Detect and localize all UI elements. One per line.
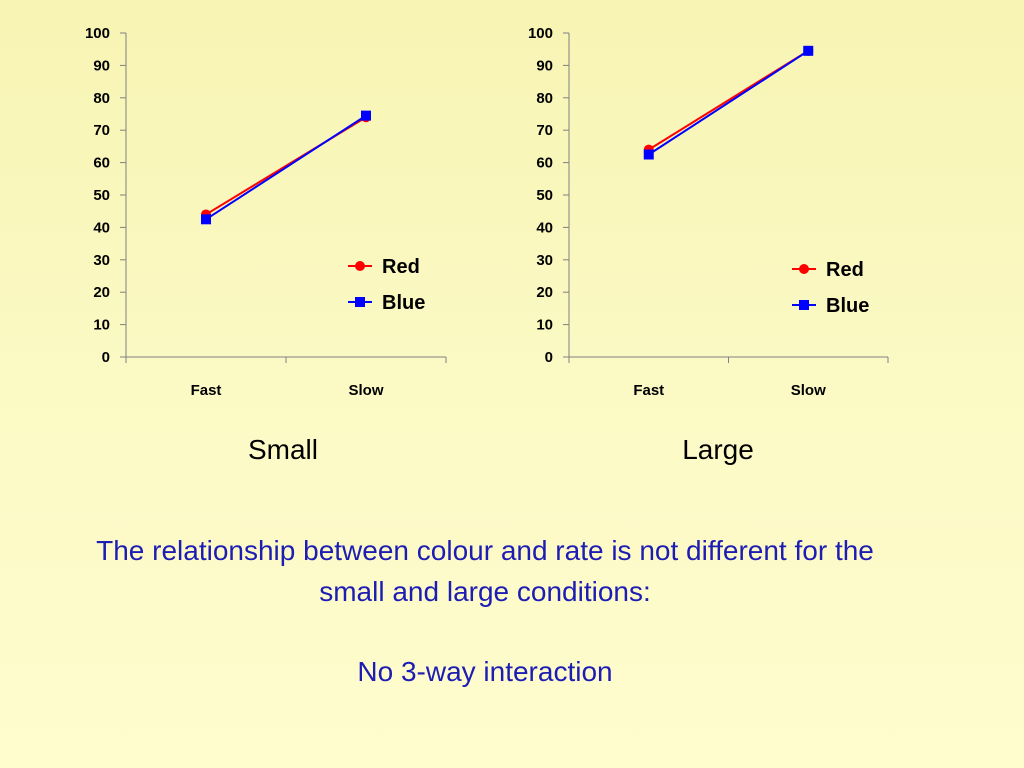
y-tick-label-large: 80 [536,90,553,107]
legend-label-blue-small: Blue [382,292,425,314]
y-tick-label-large: 100 [528,25,553,42]
chart-small: 0 10 20 30 40 50 60 70 80 90 100 Fast Slow Red Blue [85,25,447,399]
legend-marker-red-large [799,264,809,274]
legend-label-red-large: Red [826,259,864,281]
y-tick-label-large: 60 [536,155,553,172]
y-tick-label-large: 70 [536,122,553,139]
y-tick-label-large: 20 [536,284,553,301]
series-line-blue-large [648,49,809,156]
x-tick-label-small: Fast [191,382,222,399]
y-tick-label-small: 100 [85,25,110,42]
data-point-blue-small [201,214,211,225]
chart-title-large: Large [682,434,754,465]
y-tick-label-small: 10 [93,317,110,334]
y-tick-label-small: 50 [93,187,110,204]
series-line-blue-small [205,114,367,221]
data-point-blue-large [803,45,814,56]
data-point-blue-small [361,110,371,121]
x-tick-label-large: Slow [791,382,826,399]
chart-large: 0 10 20 30 40 50 60 70 80 90 100 Fast Slow Red Blue [528,25,889,399]
y-tick-label-small: 40 [93,219,110,236]
legend-marker-blue-large [799,300,809,310]
y-tick-label-small: 0 [102,349,110,366]
y-tick-label-small: 30 [93,252,110,269]
y-tick-label-large: 40 [536,219,553,236]
y-tick-label-small: 60 [93,155,110,172]
x-tick-label-large: Fast [633,382,664,399]
conclusion-text: The relationship between colour and rate… [96,535,874,607]
y-tick-label-large: 10 [536,317,553,334]
legend-label-blue-large: Blue [826,295,869,317]
x-tick-label-small: Slow [348,382,383,399]
legend-label-red-small: Red [382,256,420,278]
y-tick-label-small: 90 [93,57,110,74]
legend-marker-red-small [355,261,365,271]
chart-title-small: Small [247,434,318,465]
data-point-blue-large [643,149,654,160]
y-tick-label-large: 0 [545,349,553,366]
y-tick-label-large: 50 [536,187,553,204]
y-tick-label-large: 90 [536,57,553,74]
y-tick-label-small: 20 [93,284,110,301]
y-tick-label-large: 30 [536,252,553,269]
y-tick-label-small: 80 [93,90,110,107]
conclusion-result: No 3-way interaction [357,656,613,687]
legend-marker-blue-small [355,297,365,307]
y-tick-label-small: 70 [93,122,110,139]
